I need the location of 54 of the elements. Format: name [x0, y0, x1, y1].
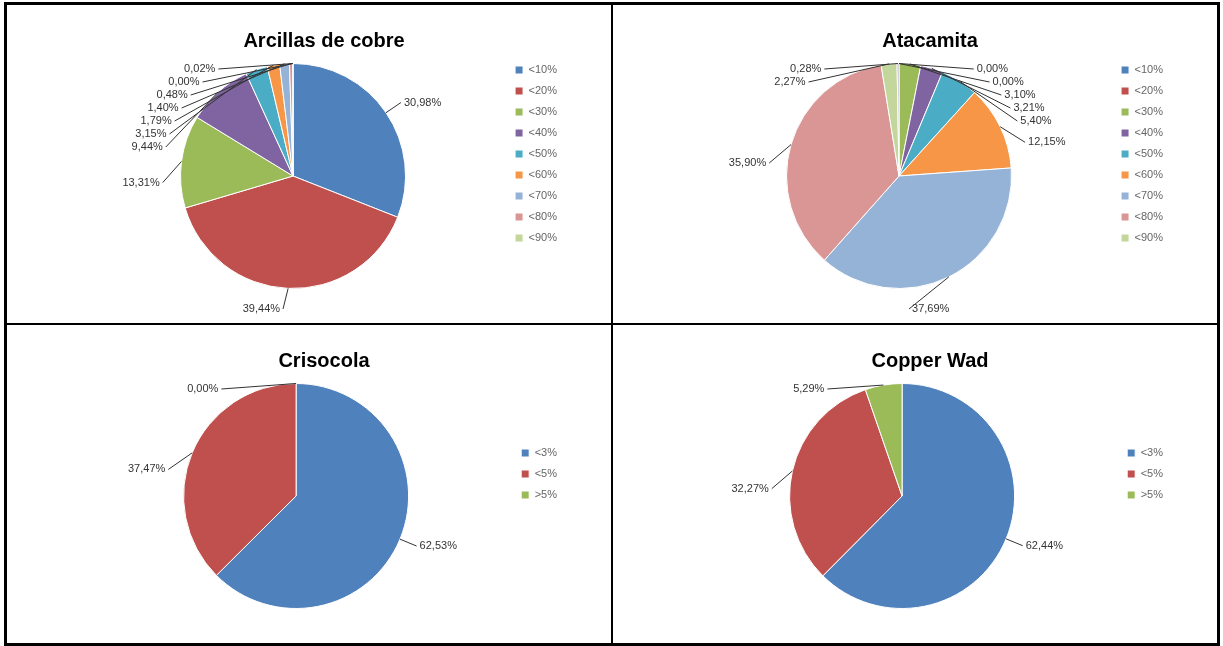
- data-label: 2,27%: [774, 75, 806, 88]
- legend-label: <70%: [528, 189, 558, 202]
- legend-label: <90%: [1134, 231, 1164, 244]
- legend-label: <80%: [1134, 210, 1164, 223]
- legend-label: <5%: [534, 467, 558, 480]
- chart-title: Arcillas de cobre: [243, 28, 405, 51]
- data-label: 0,02%: [184, 62, 216, 75]
- legend-label: <10%: [1134, 63, 1164, 76]
- legend-label: <60%: [528, 168, 558, 181]
- legend-label: >5%: [1140, 488, 1164, 501]
- data-label: 62,53%: [419, 539, 458, 552]
- legend-label: <10%: [528, 63, 558, 76]
- text: 0,00%: [976, 62, 1008, 75]
- data-label: 62,44%: [1025, 538, 1064, 551]
- data-label: 12,15%: [1028, 135, 1066, 148]
- chart-title: Copper Wad: [871, 348, 989, 371]
- legend-label: <50%: [528, 147, 558, 160]
- legend-label: <5%: [1140, 467, 1164, 480]
- data-label: 3,21%: [1013, 101, 1045, 114]
- legend-label: <20%: [528, 84, 558, 97]
- data-label: 32,27%: [731, 481, 770, 494]
- chart-title: Crisocola: [278, 348, 371, 371]
- chart-title: Atacamita: [882, 28, 979, 51]
- legend-label: <30%: [1134, 105, 1164, 118]
- legend-label: >5%: [534, 488, 558, 501]
- legend-label: <70%: [1134, 189, 1164, 202]
- data-label: 37,47%: [128, 462, 166, 475]
- data-label: 30,98%: [403, 95, 442, 108]
- data-label: 5,40%: [1020, 114, 1052, 127]
- data-label: 37,69%: [912, 302, 950, 315]
- legend-label: <3%: [1140, 446, 1164, 459]
- legend-label: <40%: [528, 126, 558, 139]
- data-label: 1,79%: [140, 114, 172, 127]
- legend-label: <80%: [528, 210, 558, 223]
- data-label: 3,10%: [1004, 88, 1036, 101]
- data-label: 0,48%: [156, 88, 188, 101]
- legend-label: <3%: [534, 446, 558, 459]
- data-label: 9,44%: [131, 140, 163, 153]
- legend-label: <20%: [1134, 84, 1164, 97]
- text: 0,00%: [168, 75, 200, 88]
- legend-label: <60%: [1134, 168, 1164, 181]
- data-label: 3,15%: [135, 127, 167, 140]
- data-label: 13,31%: [122, 175, 160, 188]
- legend-label: <40%: [1134, 126, 1164, 139]
- data-label: 5,29%: [793, 382, 825, 395]
- legend-label: <90%: [528, 231, 558, 244]
- data-label: 1,40%: [147, 101, 179, 114]
- text: 0,00%: [992, 75, 1024, 88]
- data-label: 35,90%: [728, 156, 767, 169]
- legend-label: <50%: [1134, 147, 1164, 160]
- legend-label: <30%: [528, 105, 558, 118]
- data-label: 39,44%: [242, 302, 281, 315]
- data-label: 0,28%: [790, 62, 822, 75]
- text: 0,00%: [187, 382, 219, 395]
